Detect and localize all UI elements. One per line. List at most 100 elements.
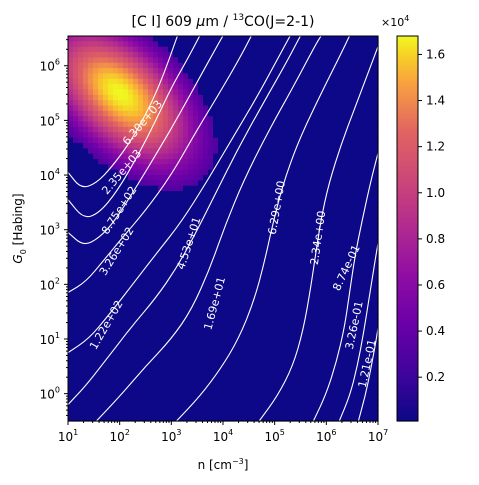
heatmap-cell: [243, 292, 249, 299]
heatmap-cell: [158, 100, 164, 107]
heatmap-cell: [318, 383, 324, 390]
heatmap-cell: [258, 148, 264, 155]
colorbar-segment: [397, 185, 418, 189]
heatmap-cell: [88, 260, 94, 267]
heatmap-cell: [138, 378, 144, 385]
heatmap-cell: [188, 142, 194, 149]
heatmap-cell: [98, 148, 104, 155]
heatmap-cell: [348, 255, 354, 262]
chart-title: [C I] 609 μm / 13CO(J=2-1): [132, 13, 315, 30]
heatmap-cell: [268, 335, 274, 342]
heatmap-cell: [168, 180, 174, 187]
heatmap-cell: [258, 276, 264, 283]
heatmap-cell: [188, 207, 194, 214]
heatmap-cell: [368, 126, 374, 133]
heatmap-cell: [113, 68, 119, 75]
heatmap-cell: [298, 62, 304, 69]
heatmap-cell: [243, 126, 249, 133]
heatmap-cell: [158, 265, 164, 272]
heatmap-cell: [273, 175, 279, 181]
heatmap-cell: [313, 394, 319, 401]
heatmap-cell: [243, 78, 249, 85]
heatmap-cell: [88, 148, 94, 155]
heatmap-cell: [188, 314, 194, 321]
heatmap-cell: [178, 89, 184, 96]
heatmap-cell: [263, 89, 269, 96]
heatmap-cell: [363, 228, 369, 235]
heatmap-cell: [73, 137, 79, 144]
heatmap-cell: [253, 175, 259, 181]
heatmap-cell: [318, 169, 324, 176]
heatmap-cell: [303, 287, 309, 294]
heatmap-cell: [253, 191, 259, 198]
heatmap-cell: [208, 57, 214, 64]
heatmap-cell: [363, 399, 369, 406]
heatmap-cell: [88, 356, 94, 363]
heatmap-cell: [233, 298, 239, 304]
heatmap-cell: [293, 239, 299, 246]
heatmap-cell: [173, 94, 179, 101]
heatmap-cell: [333, 169, 339, 176]
heatmap-cell: [243, 346, 249, 353]
heatmap-cell: [303, 292, 309, 299]
heatmap-cell: [343, 73, 349, 80]
heatmap-cell: [143, 415, 149, 422]
heatmap-cell: [318, 287, 324, 294]
heatmap-cell: [343, 153, 349, 160]
heatmap-cell: [298, 346, 304, 353]
heatmap-cell: [163, 292, 169, 299]
heatmap-cell: [263, 276, 269, 283]
heatmap-cell: [333, 84, 339, 91]
heatmap-cell: [118, 94, 124, 101]
heatmap-cell: [323, 164, 329, 171]
heatmap-cell: [253, 132, 259, 139]
heatmap-cell: [253, 73, 259, 80]
heatmap-cell: [203, 105, 209, 112]
colorbar-segment: [397, 38, 418, 42]
heatmap-cell: [333, 249, 339, 256]
heatmap-cell: [323, 383, 329, 390]
heatmap-cell: [293, 244, 299, 251]
heatmap-cell: [268, 324, 274, 331]
heatmap-cell: [288, 132, 294, 139]
heatmap-cell: [128, 394, 134, 401]
colorbar-segment: [397, 149, 418, 153]
heatmap-cell: [68, 196, 74, 203]
heatmap-cell: [273, 308, 279, 315]
heatmap-cell: [248, 207, 254, 214]
heatmap-cell: [363, 260, 369, 267]
heatmap-cell: [273, 378, 279, 385]
heatmap-cell: [308, 217, 314, 224]
heatmap-cell: [323, 46, 329, 53]
heatmap-cell: [168, 265, 174, 272]
heatmap-cell: [78, 68, 84, 75]
heatmap-cell: [268, 164, 274, 171]
heatmap-cell: [188, 244, 194, 251]
heatmap-cell: [73, 105, 79, 112]
heatmap-cell: [273, 281, 279, 288]
heatmap-cell: [158, 260, 164, 267]
heatmap-cell: [373, 132, 379, 139]
heatmap-cell: [308, 394, 314, 401]
heatmap-cell: [248, 292, 254, 299]
heatmap-cell: [108, 223, 114, 230]
heatmap-cell: [113, 105, 119, 112]
heatmap-cell: [188, 164, 194, 171]
heatmap-cell: [308, 126, 314, 133]
heatmap-cell: [153, 132, 159, 139]
heatmap-cell: [273, 340, 279, 347]
heatmap-cell: [328, 84, 334, 91]
heatmap-cell: [233, 239, 239, 246]
heatmap-cell: [158, 335, 164, 342]
heatmap-cell: [178, 180, 184, 187]
heatmap-cell: [223, 121, 229, 128]
heatmap-cell: [93, 271, 99, 278]
colorbar-segment: [397, 84, 418, 88]
heatmap-cell: [338, 233, 344, 240]
heatmap-cell: [113, 399, 119, 406]
heatmap-cell: [358, 324, 364, 331]
heatmap-cell: [103, 249, 109, 256]
heatmap-cell: [363, 52, 369, 58]
heatmap-cell: [248, 217, 254, 224]
heatmap-cell: [253, 223, 259, 230]
